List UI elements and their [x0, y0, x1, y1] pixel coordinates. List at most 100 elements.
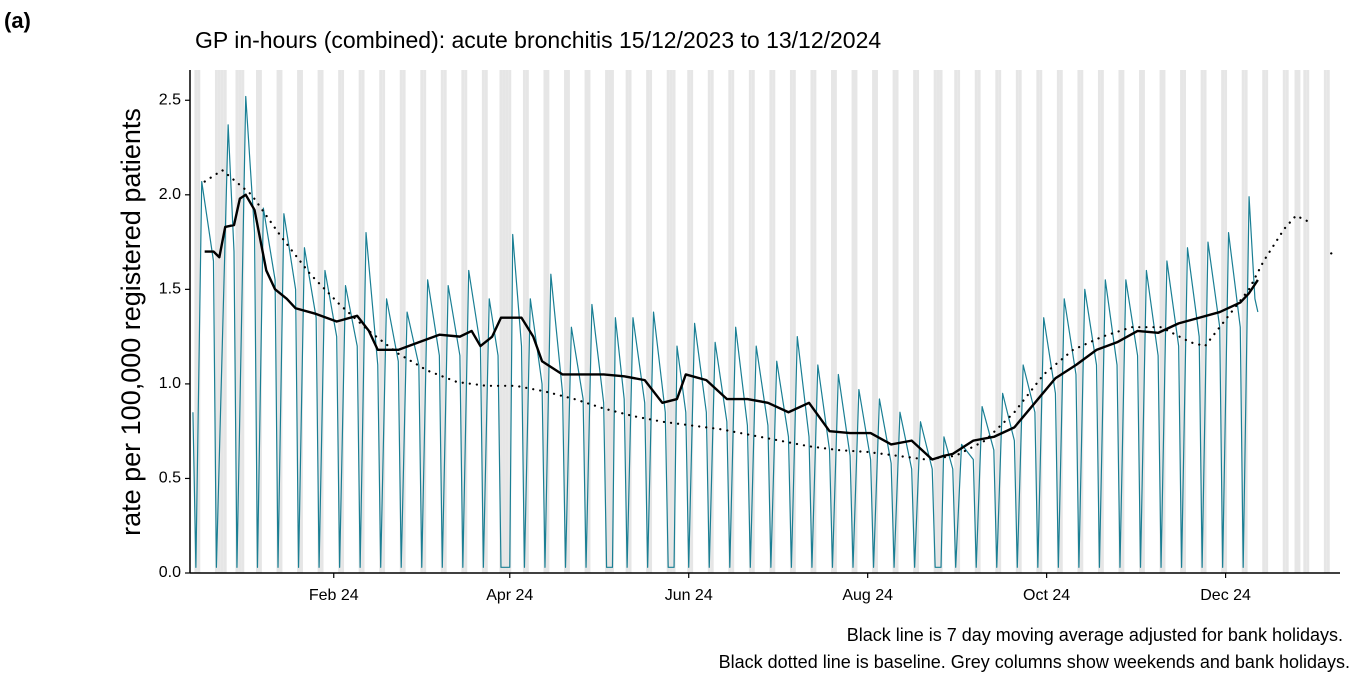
- shaded-day: [1224, 70, 1228, 573]
- shaded-day: [628, 70, 632, 573]
- shaded-day: [954, 70, 958, 573]
- shaded-day: [1285, 70, 1289, 573]
- x-tick-label: Feb 24: [309, 587, 359, 604]
- shaded-day: [1326, 70, 1330, 573]
- shaded-day: [710, 70, 714, 573]
- shaded-day: [748, 70, 752, 573]
- shaded-day: [300, 70, 303, 573]
- shading: [194, 70, 1330, 573]
- shaded-day: [258, 70, 262, 573]
- shaded-day: [813, 70, 817, 573]
- series-line: [203, 169, 1336, 461]
- shaded-day: [1159, 70, 1163, 573]
- y-tick-label: 2.5: [159, 91, 181, 108]
- shaded-day: [461, 70, 465, 573]
- shaded-day: [484, 70, 488, 573]
- shaded-day: [1200, 70, 1204, 573]
- shaded-day: [854, 70, 858, 573]
- shaded-day: [1141, 70, 1145, 573]
- series-line: [204, 193, 1259, 461]
- shaded-day: [235, 70, 239, 573]
- shaded-day: [481, 70, 485, 573]
- shaded-day: [197, 70, 201, 573]
- shaded-day: [443, 70, 447, 573]
- shaded-day: [502, 70, 506, 573]
- shaded-day: [279, 70, 283, 573]
- x-tick-label: Oct 24: [1023, 587, 1070, 604]
- shaded-day: [1241, 70, 1245, 573]
- shaded-day: [957, 70, 961, 573]
- shaded-day: [320, 70, 324, 573]
- shaded-day: [707, 70, 711, 573]
- shaded-day: [851, 70, 855, 573]
- shaded-day: [1097, 70, 1101, 573]
- shaded-day: [525, 70, 529, 573]
- shaded-day: [399, 70, 403, 573]
- shaded-day: [892, 70, 896, 573]
- shaded-day: [1059, 70, 1063, 573]
- x-tick-label: Dec 24: [1200, 587, 1251, 604]
- note: Black dotted line is baseline. Grey colu…: [719, 652, 1350, 672]
- shaded-day: [772, 70, 776, 573]
- shaded-day: [977, 70, 981, 573]
- shaded-day: [939, 70, 943, 573]
- shaded-day: [505, 70, 509, 573]
- shaded-day: [1221, 70, 1225, 573]
- shaded-day: [751, 70, 755, 573]
- shaded-day: [241, 70, 245, 573]
- shaded-day: [220, 70, 224, 573]
- shaded-day: [1297, 70, 1301, 573]
- shaded-day: [423, 70, 427, 573]
- y-tick-label: 0.5: [159, 470, 181, 487]
- shaded-day: [1080, 70, 1084, 573]
- shaded-day: [499, 70, 503, 573]
- shaded-day: [546, 70, 550, 573]
- shaded-day: [382, 70, 386, 573]
- shaded-day: [1077, 70, 1081, 573]
- shaded-day: [238, 70, 242, 573]
- shaded-day: [687, 70, 691, 573]
- shaded-day: [769, 70, 773, 573]
- shaded-day: [789, 70, 793, 573]
- shaded-day: [625, 70, 629, 573]
- shaded-day: [543, 70, 547, 573]
- shaded-day: [974, 70, 978, 573]
- shaded-day: [1262, 70, 1266, 573]
- shaded-day: [731, 70, 735, 573]
- shaded-day: [276, 70, 280, 573]
- shaded-day: [341, 70, 345, 573]
- shaded-day: [1139, 70, 1142, 573]
- shaded-day: [1121, 70, 1125, 573]
- lines: [192, 95, 1336, 568]
- shaded-day: [1282, 70, 1286, 573]
- panel-label: (a): [4, 8, 31, 33]
- shaded-day: [1323, 70, 1327, 573]
- shaded-day: [1303, 70, 1307, 573]
- shaded-day: [1244, 70, 1248, 573]
- shaded-day: [566, 70, 570, 573]
- shaded-day: [317, 70, 321, 573]
- shaded-day: [610, 70, 614, 573]
- shaded-day: [916, 70, 920, 573]
- shaded-day: [690, 70, 694, 573]
- shaded-day: [995, 70, 999, 573]
- y-tick-label: 0.0: [159, 564, 181, 581]
- y-tick-label: 1.5: [159, 281, 181, 298]
- shaded-day: [402, 70, 406, 573]
- shaded-day: [1294, 70, 1298, 573]
- shaded-day: [1018, 70, 1022, 573]
- x-tick-label: Jun 24: [665, 587, 713, 604]
- x-tick-label: Aug 24: [842, 587, 893, 604]
- shaded-day: [810, 70, 814, 573]
- shaded-day: [1036, 70, 1040, 573]
- shaded-day: [605, 70, 609, 573]
- shaded-day: [666, 70, 670, 573]
- shaded-day: [895, 70, 899, 573]
- shaded-day: [672, 70, 676, 573]
- shaded-day: [646, 70, 650, 573]
- shaded-day: [1015, 70, 1019, 573]
- shaded-day: [256, 70, 259, 573]
- shaded-day: [936, 70, 940, 573]
- shaded-day: [608, 70, 611, 573]
